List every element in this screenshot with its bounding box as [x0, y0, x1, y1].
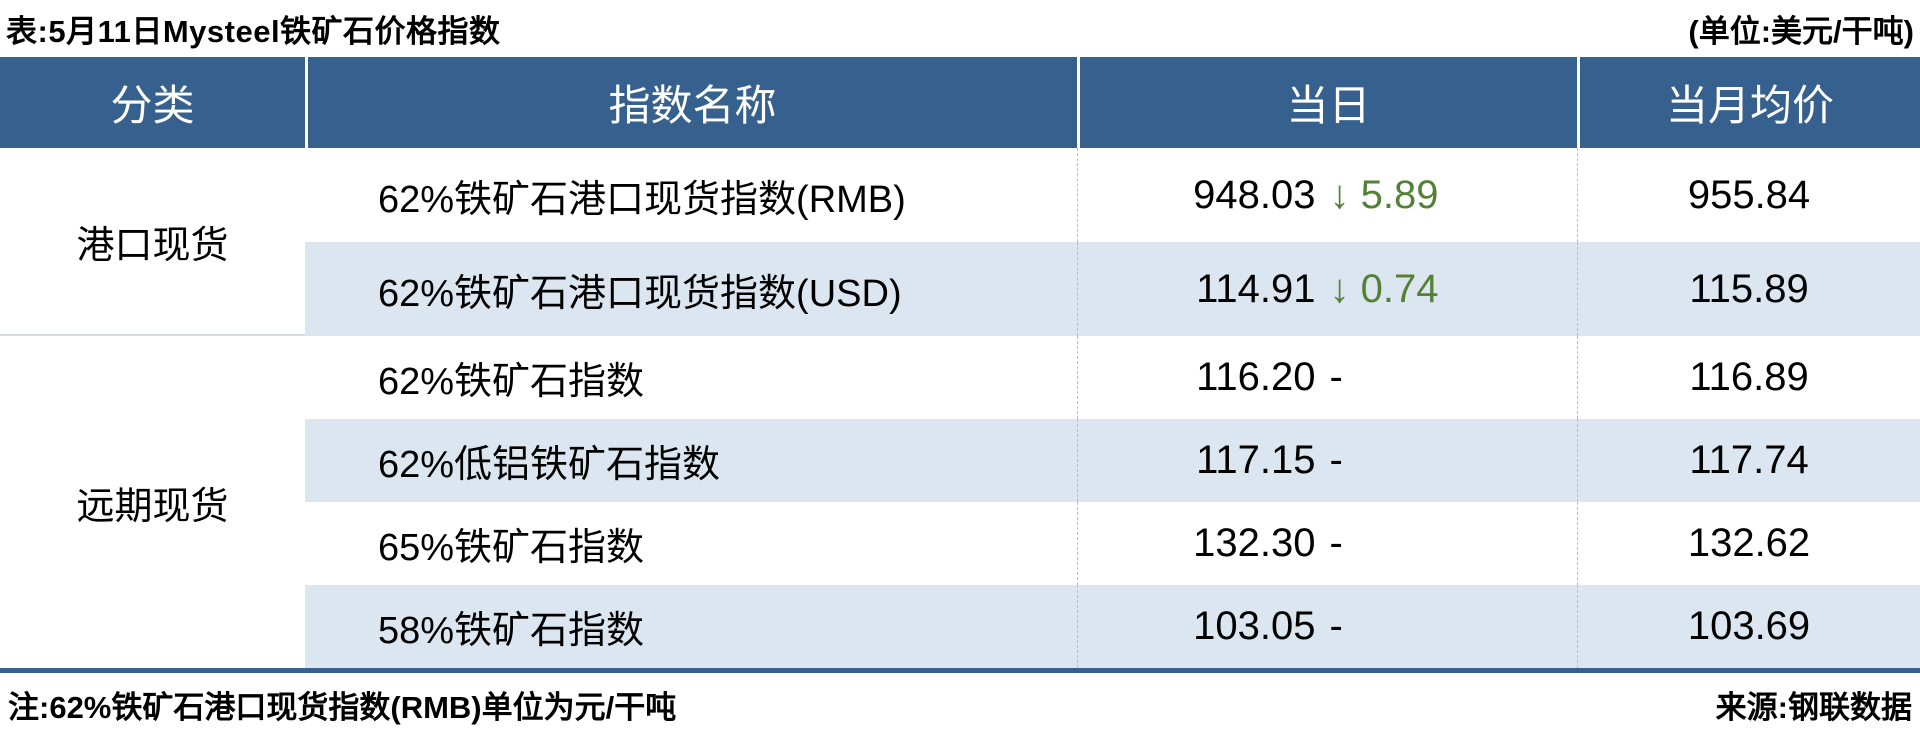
table-row: 65%铁矿石指数 132.30 - 132.62 [305, 502, 1920, 585]
source-label: 来源:钢联数据 [1715, 690, 1912, 725]
table-row: 62%铁矿石港口现货指数(RMB) 948.03 ↓ 5.89 955.84 [305, 148, 1920, 242]
daily-value-cell: 117.15 - [1077, 419, 1577, 502]
monthly-avg-cell: 117.74 [1577, 419, 1920, 502]
table-header-row: 分类 指数名称 当日 当月均价 [0, 57, 1920, 148]
daily-value: 117.15 [1196, 438, 1316, 482]
daily-value-cell: 114.91 ↓ 0.74 [1077, 242, 1577, 336]
table-row: 58%铁矿石指数 103.05 - 103.69 [305, 585, 1920, 668]
table-title: 表:5月11日Mysteel铁矿石价格指数 [6, 14, 501, 49]
index-name-cell: 62%铁矿石港口现货指数(USD) [378, 272, 902, 315]
index-name-cell: 62%铁矿石指数 [378, 361, 645, 403]
index-name-cell: 62%低铝铁矿石指数 [378, 444, 721, 486]
index-name-cell: 65%铁矿石指数 [378, 527, 645, 569]
category-cell: 远期现货 [0, 336, 305, 668]
index-name-cell: 62%铁矿石港口现货指数(RMB) [378, 178, 906, 221]
index-name-cell: 58%铁矿石指数 [378, 610, 645, 652]
monthly-avg-cell: 103.69 [1577, 585, 1920, 668]
table-bottom-border [0, 668, 1920, 673]
category-cell: 港口现货 [0, 148, 305, 336]
daily-value: 132.30 [1193, 521, 1316, 565]
monthly-avg-cell: 115.89 [1577, 242, 1920, 336]
table-body: 港口现货 62%铁矿石港口现货指数(RMB) 948.03 ↓ 5.89 955… [0, 148, 1920, 668]
group-forward-spot: 远期现货 62%铁矿石指数 116.20 - 116.89 62%低铝铁矿石指数… [0, 336, 1920, 668]
daily-value-cell: 132.30 - [1077, 502, 1577, 585]
daily-change: - [1329, 438, 1343, 482]
daily-change: ↓ 0.74 [1329, 266, 1439, 311]
daily-change: - [1329, 355, 1343, 399]
daily-value: 114.91 [1196, 266, 1316, 311]
table-row: 62%铁矿石港口现货指数(USD) 114.91 ↓ 0.74 115.89 [305, 242, 1920, 336]
table-row: 62%铁矿石指数 116.20 - 116.89 [305, 336, 1920, 419]
daily-value-cell: 116.20 - [1077, 336, 1577, 419]
header-monthly-avg: 当月均价 [1577, 57, 1920, 148]
monthly-avg-cell: 955.84 [1577, 148, 1920, 242]
monthly-avg-cell: 116.89 [1577, 336, 1920, 419]
daily-value: 116.20 [1196, 355, 1316, 399]
header-daily: 当日 [1077, 57, 1577, 148]
group-port-spot: 港口现货 62%铁矿石港口现货指数(RMB) 948.03 ↓ 5.89 955… [0, 148, 1920, 336]
daily-value-cell: 948.03 ↓ 5.89 [1077, 148, 1577, 242]
daily-value-cell: 103.05 - [1077, 585, 1577, 668]
unit-label: (单位:美元/干吨) [1688, 14, 1914, 49]
monthly-avg-cell: 132.62 [1577, 502, 1920, 585]
daily-change: - [1329, 604, 1343, 648]
footer-bar: 注:62%铁矿石港口现货指数(RMB)单位为元/干吨 来源:钢联数据 [0, 673, 1920, 736]
header-index-name: 指数名称 [305, 57, 1077, 148]
title-bar: 表:5月11日Mysteel铁矿石价格指数 (单位:美元/干吨) [0, 0, 1920, 57]
header-category: 分类 [0, 57, 305, 148]
daily-value: 103.05 [1193, 604, 1316, 648]
footnote: 注:62%铁矿石港口现货指数(RMB)单位为元/干吨 [8, 690, 677, 725]
daily-change: - [1329, 521, 1343, 565]
daily-change: ↓ 5.89 [1329, 172, 1439, 217]
table-row: 62%低铝铁矿石指数 117.15 - 117.74 [305, 419, 1920, 502]
daily-value: 948.03 [1193, 172, 1316, 217]
